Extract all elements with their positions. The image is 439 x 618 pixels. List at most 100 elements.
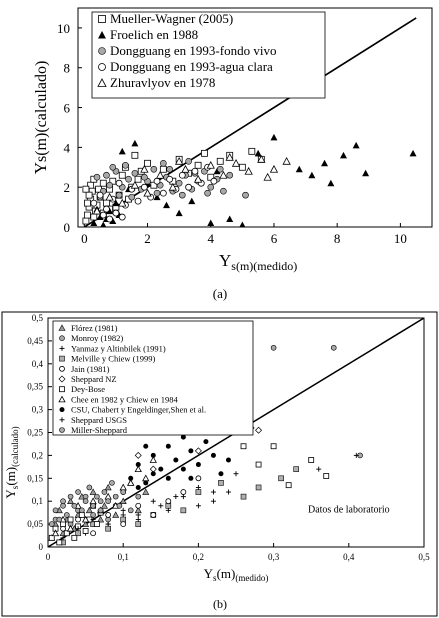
legend-label: Froelich en 1988 [110,27,198,42]
data-point [188,448,194,454]
legend-marker [98,47,106,55]
data-point [78,512,85,518]
data-point [257,154,266,163]
data-point [84,211,91,219]
legend-marker [98,31,106,39]
data-point [118,147,126,155]
data-point [105,498,111,504]
data-point [362,169,370,177]
y-tick-label-a: 2 [64,180,71,195]
data-point [105,525,111,532]
legend-marker [98,63,106,71]
data-point [104,492,112,500]
data-point [97,507,104,514]
data-point [242,191,249,199]
y-tick-label-a: 6 [64,101,71,116]
data-point [79,507,85,514]
data-point [175,179,183,187]
y-tick-label-a: 4 [64,140,71,155]
data-point [103,171,110,179]
data-point [210,452,216,458]
data-point [90,530,97,537]
data-point [207,183,215,191]
data-point [106,215,114,223]
data-point [239,221,246,227]
legend-marker [59,427,65,433]
y-tick-label-b: 0,45 [27,336,43,346]
data-point [308,171,316,179]
data-point [409,149,417,157]
data-point [165,507,171,513]
legend-b: Flórez (1981)Monroy (1982)Yanmaz y Altin… [52,320,254,436]
data-point [82,528,89,534]
legend-box-b [52,320,254,436]
data-point [82,520,90,527]
data-point [67,516,74,523]
data-point [321,159,329,167]
data-point [181,164,190,173]
data-point [191,167,199,175]
data-point [104,483,112,491]
data-point [352,141,360,149]
y-tick-label-b: 0,2 [32,450,43,460]
data-point [93,521,100,528]
data-point [285,482,292,489]
panel-label-a: (a) [213,286,227,301]
data-point [90,517,96,523]
data-point [131,151,139,159]
data-point [94,493,100,500]
y-tick-label-b: 0,05 [27,519,43,529]
data-point [85,506,93,514]
data-point [218,480,224,486]
data-point [67,497,75,504]
data-point [293,466,299,472]
x-axis-label-b: Ys(m)(medido) [204,566,269,583]
data-point [82,498,89,504]
data-point [203,439,209,445]
data-point [60,502,66,509]
data-point [163,201,170,209]
data-point [96,191,104,199]
x-tick-label-a: 2 [144,231,151,246]
data-point [225,457,231,463]
data-point [112,493,119,500]
data-point [90,219,98,227]
data-point [48,534,55,541]
plot-area-frame-a [77,7,433,228]
data-point [112,511,120,518]
data-point [175,209,183,217]
data-point [255,461,262,468]
data-point [109,217,117,225]
data-point [218,471,224,477]
chart-a: 0 2 4 6 8 10 0 2 4 6 8 10 Mueller-Wagner (2005) Froel… [31,7,433,301]
x-tick-label-b: 0,3 [268,552,280,562]
data-point [127,479,135,486]
data-point [134,197,142,205]
data-point [82,217,90,225]
data-point [185,158,192,165]
data-point [219,170,228,179]
data-point [109,163,117,171]
data-point [120,489,126,495]
annotation-label-b: Datos de laboratorio [308,505,390,516]
data-layer-a [82,17,417,227]
data-point [220,187,227,195]
y-axis-label-b: Ys(m)(calculado) [3,426,20,498]
data-point [135,517,141,523]
data-point [90,213,98,221]
legend-label: Sheppard NZ [71,374,117,384]
data-point [153,177,161,185]
data-point [112,199,120,207]
figure-border-b [1,311,438,617]
data-point [128,193,136,201]
data-point [168,182,177,191]
data-point [158,466,164,472]
data-point [75,516,81,523]
x-tick-label-b: 0,1 [118,552,129,562]
data-point [165,443,171,449]
data-point [135,493,142,500]
data-point [263,172,272,181]
data-point [330,344,337,351]
legend-label: Dongguang en 1993-fondo vivo [110,43,276,58]
data-point [106,181,113,189]
